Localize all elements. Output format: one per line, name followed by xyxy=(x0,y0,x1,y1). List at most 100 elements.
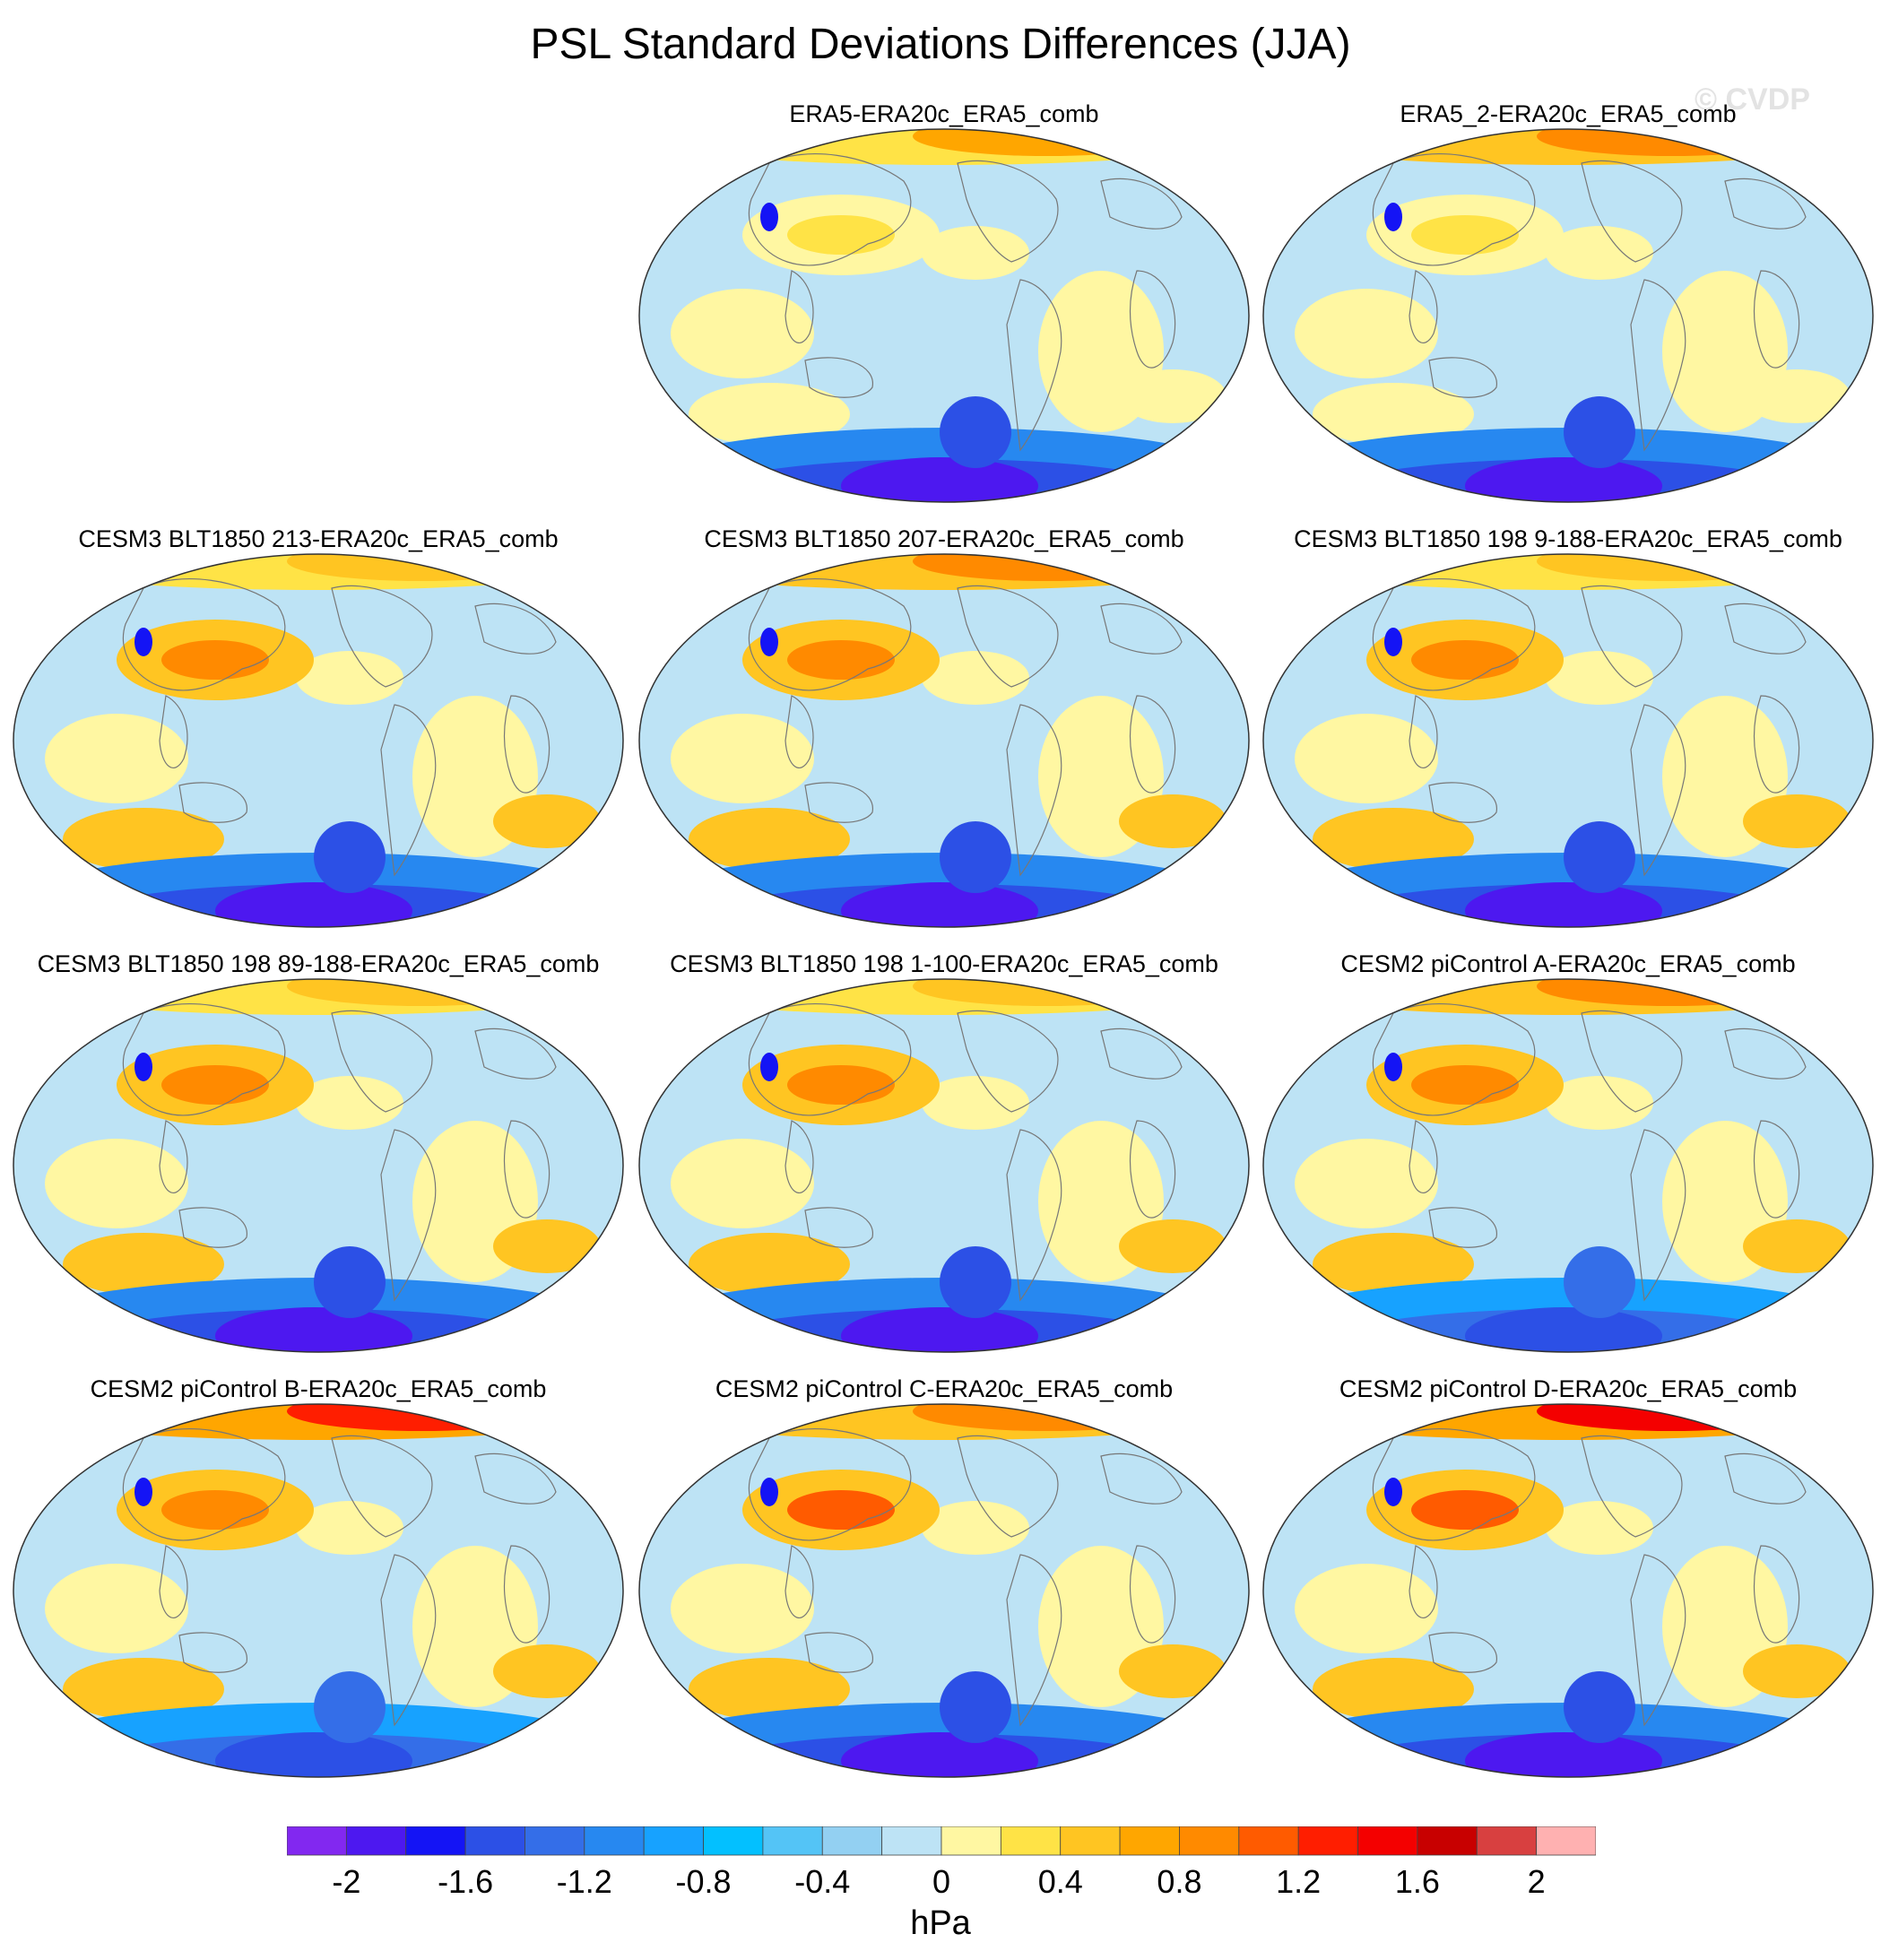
global-map xyxy=(1262,128,1874,503)
anomaly-region xyxy=(1743,1644,1851,1698)
coastline xyxy=(474,603,557,655)
anomaly-region xyxy=(45,714,188,803)
coastline xyxy=(503,1545,550,1643)
colorbar-tick-label: -1.2 xyxy=(557,1863,612,1900)
anomaly-region xyxy=(1564,1246,1635,1318)
map-border xyxy=(638,553,1250,928)
colorbar-segment xyxy=(584,1826,645,1856)
coastline xyxy=(122,578,286,691)
coastline xyxy=(1428,357,1497,398)
anomaly-region xyxy=(134,1478,152,1506)
coastline xyxy=(331,585,433,688)
coastline xyxy=(1409,270,1438,343)
panel-title: CESM3 BLT1850 213-ERA20c_ERA5_comb xyxy=(78,525,559,552)
coastline xyxy=(380,1129,437,1302)
colorbar: -2 -1.6 -1.2 -0.8 -0.4 0 0.4 0.8 1.2 1.6 2 xyxy=(287,1826,1596,1900)
coastline xyxy=(1630,279,1686,452)
coastline xyxy=(957,160,1059,263)
anomaly-region xyxy=(1564,1671,1635,1743)
coastline xyxy=(1724,603,1807,655)
map-border xyxy=(1262,978,1874,1353)
coastline xyxy=(748,578,912,691)
coastline xyxy=(1581,1010,1683,1113)
anomaly-region xyxy=(689,1658,850,1721)
coastline xyxy=(178,1632,247,1673)
coastline xyxy=(1129,270,1176,369)
anomaly-region xyxy=(1411,1065,1519,1105)
coastline xyxy=(1372,1003,1536,1116)
coastline xyxy=(331,1435,433,1538)
anomaly-region xyxy=(1411,640,1519,680)
coastline xyxy=(1630,704,1686,877)
colorbar-segment xyxy=(881,1826,942,1856)
anomaly-region xyxy=(940,1671,1011,1743)
coastline xyxy=(1100,1028,1183,1080)
anomaly-region xyxy=(1384,628,1402,656)
anomaly-region xyxy=(314,821,386,893)
colorbar-segment xyxy=(1297,1826,1358,1856)
coastline xyxy=(159,1545,188,1618)
panel-title: CESM2 piControl C-ERA20c_ERA5_comb xyxy=(715,1375,1174,1402)
anomaly-region xyxy=(1313,1658,1474,1721)
coastline xyxy=(748,1428,912,1541)
coastline xyxy=(1753,270,1800,369)
colorbar-segment xyxy=(762,1826,823,1856)
anomaly-region xyxy=(671,1139,814,1228)
anomaly-region xyxy=(922,651,1029,705)
anomaly-region xyxy=(296,1076,403,1130)
anomaly-region xyxy=(760,1478,778,1506)
coastline xyxy=(474,1453,557,1505)
panel-title: CESM2 piControl D-ERA20c_ERA5_comb xyxy=(1339,1375,1798,1402)
anomaly-region xyxy=(1411,1490,1519,1530)
anomaly-region xyxy=(1119,1644,1227,1698)
anomaly-region xyxy=(940,1246,1011,1318)
coastline xyxy=(503,1120,550,1218)
coastline xyxy=(804,357,873,398)
coastline xyxy=(1372,578,1536,691)
colorbar-segment xyxy=(1238,1826,1299,1856)
anomaly-region xyxy=(493,794,601,848)
anomaly-region xyxy=(161,640,269,680)
global-map xyxy=(1262,553,1874,928)
map-panel: CESM3 BLT1850 198 89-188-ERA20c_ERA5_com… xyxy=(9,950,628,1372)
colorbar-segment xyxy=(1060,1826,1121,1856)
anomaly-region xyxy=(314,1246,386,1318)
coastline xyxy=(1129,695,1176,794)
coastline xyxy=(748,1003,912,1116)
coastline xyxy=(1372,153,1536,266)
anomaly-region xyxy=(1295,1564,1438,1653)
page-title: PSL Standard Deviations Differences (JJA… xyxy=(530,21,1351,68)
colorbar-tick-label: 1.6 xyxy=(1395,1863,1440,1900)
global-map xyxy=(638,553,1250,928)
coastline xyxy=(178,1207,247,1248)
coastline xyxy=(1630,1129,1686,1302)
anomaly-region xyxy=(689,383,850,446)
anomaly-region xyxy=(760,628,778,656)
map-border xyxy=(1262,553,1874,928)
anomaly-region xyxy=(1313,1233,1474,1296)
global-map xyxy=(638,1403,1250,1778)
colorbar-segment xyxy=(1417,1826,1478,1856)
coastline xyxy=(804,782,873,823)
map-panel: ERA5-ERA20c_ERA5_comb xyxy=(635,100,1253,522)
global-map xyxy=(1262,1403,1874,1778)
coastline xyxy=(1100,178,1183,230)
global-map xyxy=(13,553,624,928)
panel-title: CESM3 BLT1850 198 1-100-ERA20c_ERA5_comb xyxy=(670,950,1218,977)
coastline xyxy=(1753,1545,1800,1643)
coastline xyxy=(380,704,437,877)
coastline xyxy=(1006,1129,1062,1302)
anomaly-region xyxy=(1313,808,1474,871)
colorbar-tick-label: -0.4 xyxy=(794,1863,850,1900)
anomaly-region xyxy=(1743,794,1851,848)
panel-title: CESM2 piControl A-ERA20c_ERA5_comb xyxy=(1340,950,1796,977)
anomaly-region xyxy=(922,226,1029,280)
anomaly-region xyxy=(134,628,152,656)
anomaly-region xyxy=(63,1233,224,1296)
anomaly-region xyxy=(1743,1219,1851,1273)
anomaly-region xyxy=(63,808,224,871)
coastline xyxy=(784,1120,814,1193)
anomaly-region xyxy=(493,1219,601,1273)
anomaly-region xyxy=(922,1076,1029,1130)
anomaly-region xyxy=(493,1644,601,1698)
